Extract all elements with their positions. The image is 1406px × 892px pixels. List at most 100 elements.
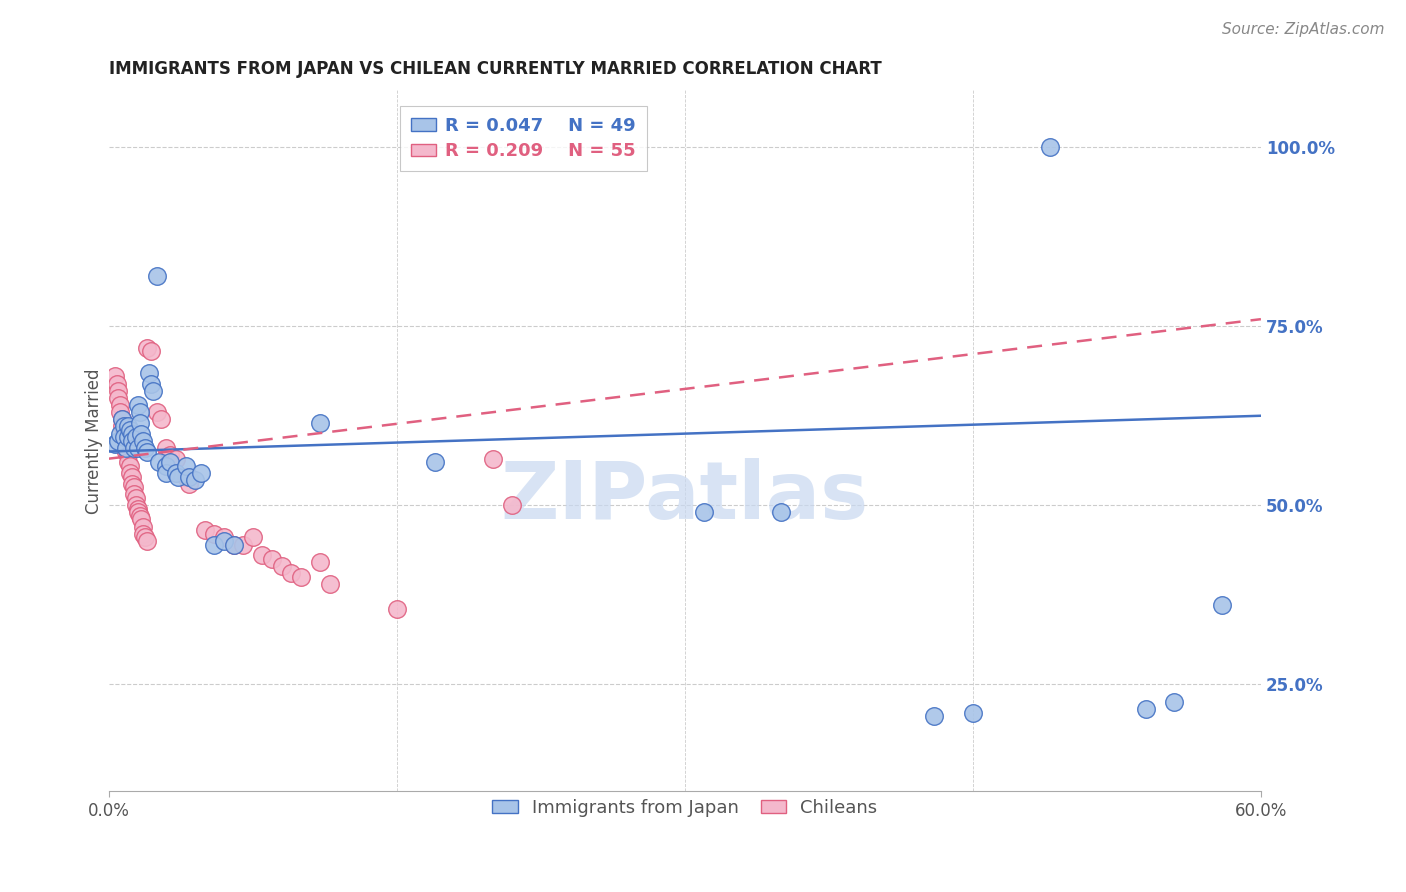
Point (134, 441, 156, 455)
Point (155, 458, 177, 473)
Legend: Immigrants from Japan, Chileans: Immigrants from Japan, Chileans (485, 792, 884, 824)
Point (115, 437, 138, 451)
Point (136, 444, 159, 458)
Point (117, 448, 139, 462)
Text: Source: ZipAtlas.com: Source: ZipAtlas.com (1222, 22, 1385, 37)
Point (501, 498, 523, 512)
Point (146, 405, 169, 419)
Point (155, 466, 177, 480)
Point (118, 423, 141, 437)
Point (136, 341, 159, 355)
Point (132, 434, 155, 448)
Point (155, 441, 177, 455)
Point (127, 501, 149, 516)
Point (111, 412, 134, 426)
Point (118, 458, 141, 473)
Point (121, 469, 143, 483)
Point (139, 344, 162, 359)
Point (118, 466, 141, 480)
Point (128, 405, 150, 419)
Point (232, 537, 254, 551)
Point (693, 505, 716, 519)
Point (139, 376, 162, 391)
Point (125, 430, 148, 444)
Point (204, 537, 226, 551)
Point (1211, 599, 1233, 613)
Point (105, 376, 128, 391)
Point (204, 526, 226, 541)
Point (179, 469, 201, 483)
Point (149, 412, 172, 426)
Point (110, 398, 132, 412)
Point (148, 455, 170, 469)
Point (174, 469, 197, 483)
Point (110, 405, 132, 419)
Point (262, 551, 284, 566)
Point (125, 498, 148, 512)
Point (174, 458, 197, 473)
Point (146, 269, 169, 284)
Point (107, 391, 129, 405)
Point (962, 706, 984, 720)
Point (184, 473, 207, 487)
Point (122, 480, 145, 494)
Point (115, 441, 138, 455)
Point (111, 412, 134, 426)
Point (318, 577, 340, 591)
Text: IMMIGRANTS FROM JAPAN VS CHILEAN CURRENTLY MARRIED CORRELATION CHART: IMMIGRANTS FROM JAPAN VS CHILEAN CURRENT… (108, 60, 882, 78)
Point (159, 448, 181, 462)
Point (769, 505, 792, 519)
Point (132, 519, 155, 533)
Point (107, 384, 129, 398)
Point (132, 526, 155, 541)
Point (1163, 695, 1185, 709)
Point (112, 419, 135, 434)
Point (165, 466, 187, 480)
Point (309, 555, 332, 569)
Point (115, 444, 138, 458)
Text: ZIPatlas: ZIPatlas (501, 458, 869, 536)
Point (138, 366, 160, 380)
Point (252, 548, 274, 562)
Point (385, 602, 408, 616)
Point (280, 566, 302, 581)
Point (112, 430, 135, 444)
Point (159, 455, 181, 469)
Point (122, 487, 145, 501)
Point (222, 537, 245, 551)
Point (165, 451, 187, 466)
Point (1039, 140, 1062, 154)
Point (167, 469, 190, 483)
Point (127, 441, 149, 455)
Point (111, 419, 134, 434)
Point (104, 369, 127, 384)
Point (425, 455, 447, 469)
Point (270, 558, 292, 573)
Point (290, 570, 312, 584)
Point (110, 426, 132, 441)
Point (121, 426, 143, 441)
Point (107, 434, 129, 448)
Point (134, 530, 156, 544)
Point (122, 441, 145, 455)
Point (117, 430, 139, 444)
Point (142, 384, 165, 398)
Point (112, 430, 135, 444)
Point (128, 508, 150, 523)
Point (117, 455, 139, 469)
Point (482, 451, 505, 466)
Point (117, 419, 139, 434)
Point (179, 476, 201, 491)
Point (212, 533, 235, 548)
Y-axis label: Currently Married: Currently Married (86, 368, 103, 514)
Point (194, 523, 217, 537)
Point (104, 437, 127, 451)
Point (131, 426, 153, 441)
Point (125, 491, 148, 505)
Point (127, 398, 149, 412)
Point (121, 434, 143, 448)
Point (128, 416, 150, 430)
Point (309, 416, 332, 430)
Point (222, 537, 245, 551)
Point (242, 530, 264, 544)
